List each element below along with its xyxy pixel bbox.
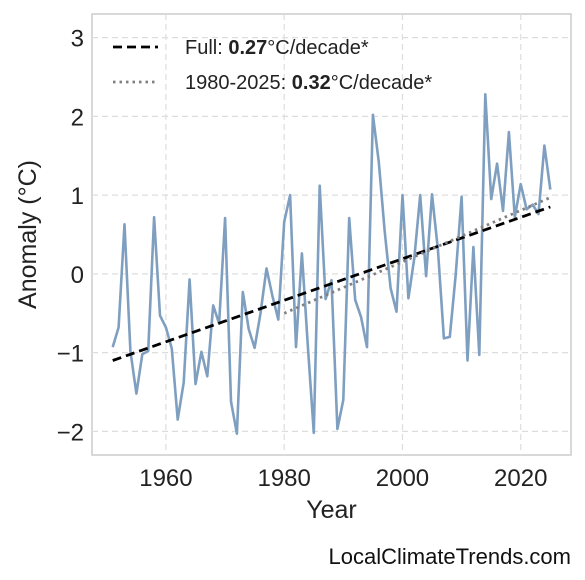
legend-entry-recent: 1980-2025: 0.32°C/decade* xyxy=(185,72,432,94)
source-footer: LocalClimateTrends.com xyxy=(328,544,572,569)
trend-line-full xyxy=(112,205,551,362)
y-tick-labels: −2 −1 0 1 2 3 xyxy=(57,26,84,447)
x-tick-labels: 1960 1980 2000 2020 xyxy=(139,465,547,492)
legend-recent-unit: °C/decade* xyxy=(331,72,433,94)
series-layer xyxy=(111,93,552,436)
y-tick-label: −2 xyxy=(57,419,84,446)
y-tick-label: 1 xyxy=(71,183,84,210)
legend-full-value: 0.27 xyxy=(228,37,267,59)
legend-entry-full: Full: 0.27°C/decade* xyxy=(185,37,369,59)
y-tick-label: 3 xyxy=(71,26,84,53)
y-tick-label: −1 xyxy=(57,341,84,368)
legend-recent-prefix: 1980-2025: xyxy=(185,72,292,94)
x-tick-label: 2000 xyxy=(376,465,429,492)
legend-full-unit: °C/decade* xyxy=(267,37,369,59)
trend-line-1980-2025 xyxy=(283,196,551,315)
legend-recent-value: 0.32 xyxy=(292,72,331,94)
legend-full-prefix: Full: xyxy=(185,37,228,59)
plot-frame xyxy=(91,13,572,456)
x-tick-label: 1980 xyxy=(257,465,310,492)
y-axis-label: Anomaly (°C) xyxy=(14,160,42,309)
x-tick-label: 2020 xyxy=(494,465,547,492)
y-tick-label: 2 xyxy=(71,104,84,131)
x-tick-label: 1960 xyxy=(139,465,192,492)
x-axis-label: Year xyxy=(306,496,357,524)
y-tick-label: 0 xyxy=(71,262,84,289)
legend: Full: 0.27°C/decade* 1980-2025: 0.32°C/d… xyxy=(113,37,432,94)
anomaly-series-line xyxy=(111,93,552,436)
